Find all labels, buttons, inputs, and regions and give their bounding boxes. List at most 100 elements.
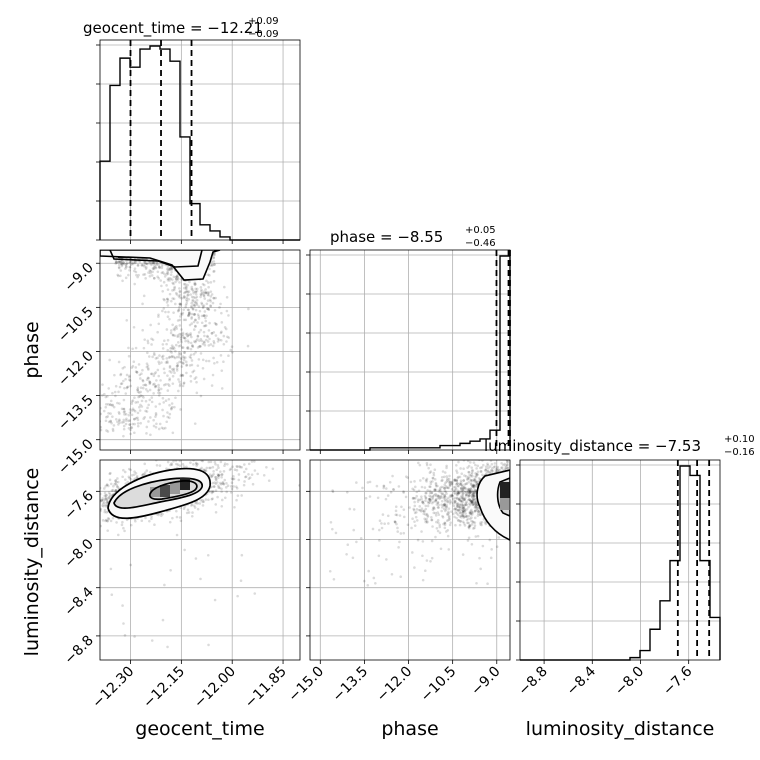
sample-point	[447, 496, 450, 500]
sample-point	[196, 338, 199, 341]
sample-point	[465, 494, 468, 497]
sample-point	[186, 291, 190, 294]
sample-point	[193, 377, 197, 381]
sample-point	[97, 507, 100, 510]
sample-point	[472, 486, 476, 490]
sample-point	[426, 500, 430, 504]
sample-point	[454, 483, 458, 486]
sample-point	[124, 276, 128, 280]
sample-point	[193, 340, 196, 343]
sample-point	[210, 490, 213, 493]
sample-point	[470, 466, 474, 469]
sample-point	[448, 474, 451, 478]
sample-point	[197, 317, 201, 320]
sample-point	[120, 264, 124, 268]
sample-point	[194, 461, 198, 465]
sample-point	[187, 314, 190, 318]
sample-point	[103, 392, 106, 396]
sample-point	[438, 488, 442, 491]
sample-point	[469, 461, 472, 464]
sample-point	[207, 452, 210, 455]
sample-point	[459, 483, 462, 487]
sample-point	[458, 491, 461, 494]
sample-point	[113, 390, 117, 394]
sample-point	[434, 481, 438, 485]
sample-point	[441, 479, 444, 482]
sample-point	[178, 318, 182, 322]
sample-point	[136, 388, 139, 391]
sample-point	[455, 478, 459, 482]
sample-point	[400, 505, 403, 509]
sample-point	[88, 526, 91, 529]
sample-point	[348, 507, 352, 511]
sample-point	[221, 457, 224, 460]
sample-point	[463, 498, 467, 502]
sample-point	[207, 285, 210, 289]
sample-point	[117, 266, 121, 270]
sample-point	[402, 508, 406, 511]
sample-point	[412, 488, 416, 492]
sample-point	[107, 517, 111, 521]
sample-point	[184, 285, 188, 288]
sample-point	[247, 462, 251, 466]
sample-point	[174, 349, 177, 353]
sample-point	[437, 503, 440, 507]
sample-point	[209, 281, 213, 284]
sample-point	[125, 262, 129, 265]
sample-point	[415, 519, 419, 522]
sample-point	[138, 405, 141, 409]
sample-point	[413, 485, 417, 489]
sample-point	[223, 285, 226, 289]
sample-point	[110, 489, 114, 492]
sample-point	[121, 262, 124, 265]
sample-point	[168, 378, 171, 382]
frame-luminosity-distance-vs-phase	[309, 459, 511, 661]
sample-point	[464, 482, 468, 486]
sample-point	[166, 389, 170, 392]
sample-point	[161, 289, 165, 293]
sample-point	[471, 501, 474, 505]
sample-point	[190, 504, 193, 507]
sample-point	[430, 556, 434, 560]
sample-point	[440, 509, 443, 513]
sample-point	[128, 411, 132, 414]
sample-point	[475, 473, 478, 476]
sample-point	[428, 497, 431, 501]
sample-point	[462, 507, 465, 510]
sample-point	[443, 487, 447, 490]
sample-point	[223, 464, 226, 468]
sample-point	[194, 308, 198, 312]
sample-point	[157, 427, 161, 431]
sample-point	[212, 472, 215, 476]
sample-point	[466, 517, 470, 520]
sample-point	[465, 437, 468, 440]
sample-point	[443, 483, 446, 487]
sample-point	[202, 314, 206, 318]
sample-point	[104, 493, 108, 497]
sample-point	[432, 471, 436, 475]
sample-point	[226, 335, 229, 339]
sample-point	[247, 473, 250, 476]
sample-point	[97, 493, 100, 496]
sample-point	[477, 477, 481, 480]
sample-point	[436, 494, 440, 497]
sample-point	[144, 399, 148, 403]
sample-point	[145, 469, 149, 472]
sample-point	[227, 354, 230, 358]
sample-point	[157, 266, 161, 269]
sample-point	[440, 499, 444, 503]
sample-point	[145, 266, 148, 269]
sample-point	[462, 487, 465, 490]
sample-point	[136, 416, 139, 420]
sample-point	[220, 473, 224, 476]
sample-point	[220, 498, 224, 502]
sample-point	[230, 345, 234, 348]
sample-point	[171, 281, 175, 285]
sample-point	[116, 401, 119, 405]
sample-point	[352, 528, 356, 532]
sample-point	[190, 514, 194, 518]
sample-point	[179, 337, 183, 340]
sample-point	[468, 498, 472, 501]
sample-point	[150, 396, 154, 399]
x-ticks-phase: −15.0 −13.5 −12.0 −10.5 −9.0	[285, 660, 504, 705]
